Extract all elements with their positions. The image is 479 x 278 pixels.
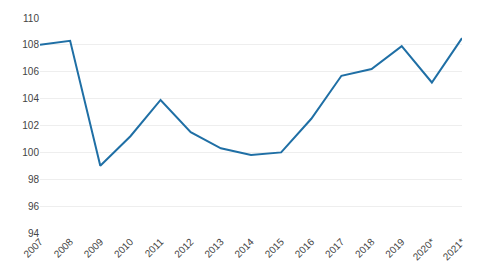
svg-text:2012: 2012	[172, 236, 196, 260]
svg-text:2008: 2008	[52, 236, 76, 260]
svg-text:2017: 2017	[323, 236, 347, 260]
svg-text:2015: 2015	[263, 236, 287, 260]
svg-text:2018: 2018	[353, 236, 377, 260]
svg-text:2020*: 2020*	[411, 236, 437, 262]
svg-text:2021*: 2021*	[441, 236, 467, 262]
svg-text:108: 108	[22, 39, 39, 50]
svg-text:2016: 2016	[293, 236, 317, 260]
svg-text:110: 110	[23, 13, 39, 24]
svg-text:96: 96	[28, 201, 40, 212]
svg-text:100: 100	[22, 147, 39, 158]
svg-text:2019: 2019	[383, 236, 407, 260]
svg-text:94: 94	[28, 228, 40, 239]
svg-text:2014: 2014	[232, 236, 256, 260]
svg-text:2009: 2009	[82, 236, 106, 260]
svg-text:102: 102	[22, 120, 39, 131]
svg-text:2011: 2011	[143, 236, 166, 259]
svg-text:2013: 2013	[202, 236, 226, 260]
svg-text:104: 104	[22, 93, 39, 104]
svg-text:2007: 2007	[21, 236, 45, 260]
svg-text:106: 106	[22, 66, 39, 77]
svg-text:2010: 2010	[112, 236, 136, 260]
svg-text:98: 98	[28, 174, 40, 185]
